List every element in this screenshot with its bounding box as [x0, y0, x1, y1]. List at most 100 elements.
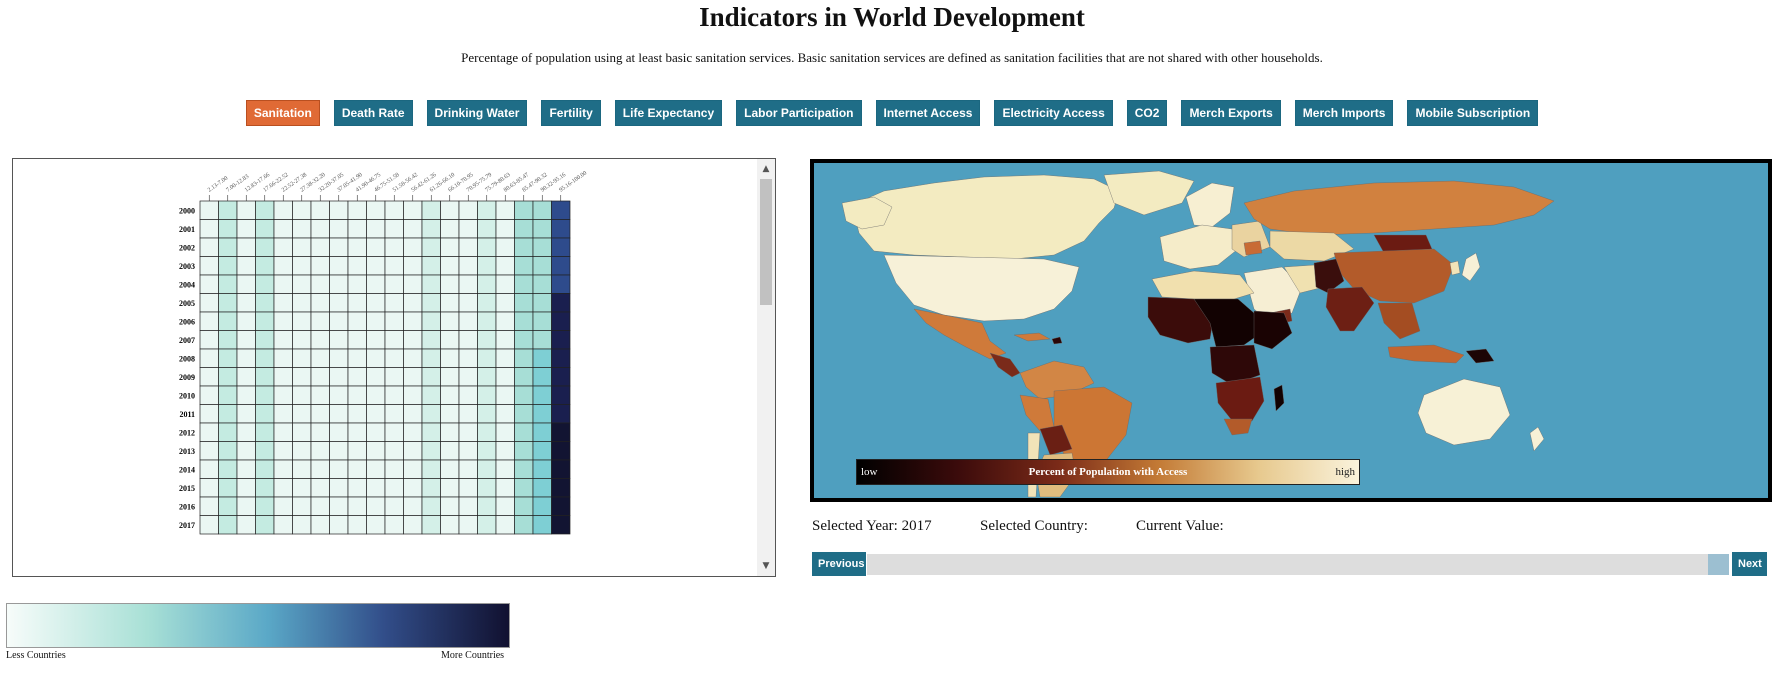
heatmap-cell[interactable]: [551, 404, 571, 424]
heatmap-cell[interactable]: [495, 330, 515, 350]
heatmap-cell[interactable]: [310, 330, 330, 350]
year-slider-thumb[interactable]: [1708, 554, 1729, 575]
heatmap-cell[interactable]: [199, 293, 219, 313]
heatmap-cell[interactable]: [440, 293, 460, 313]
heatmap-cell[interactable]: [495, 515, 515, 535]
heatmap-cell[interactable]: [329, 348, 349, 368]
map-country-haiti[interactable]: [1051, 336, 1063, 345]
map-country-japan[interactable]: [1461, 252, 1481, 282]
map-country-australia[interactable]: [1417, 378, 1511, 446]
heatmap-cell[interactable]: [199, 330, 219, 350]
heatmap-cell[interactable]: [403, 515, 423, 535]
heatmap-cell[interactable]: [236, 219, 256, 239]
map-country-south-africa[interactable]: [1223, 418, 1253, 436]
heatmap-cell[interactable]: [458, 348, 478, 368]
heatmap-cell[interactable]: [458, 367, 478, 387]
heatmap-cell[interactable]: [255, 367, 275, 387]
heatmap-cell[interactable]: [347, 348, 367, 368]
heatmap-cell[interactable]: [199, 311, 219, 331]
map-country-indonesia[interactable]: [1387, 344, 1465, 364]
heatmap-cell[interactable]: [366, 330, 386, 350]
heatmap-cell[interactable]: [551, 459, 571, 479]
heatmap-cell[interactable]: [551, 515, 571, 535]
heatmap-cell[interactable]: [292, 274, 312, 294]
heatmap-cell[interactable]: [440, 385, 460, 405]
heatmap-cell[interactable]: [440, 478, 460, 498]
heatmap-cell[interactable]: [255, 330, 275, 350]
heatmap-cell[interactable]: [477, 237, 497, 257]
heatmap-cell[interactable]: [532, 256, 552, 276]
map-country-north-africa[interactable]: [1151, 270, 1255, 300]
tab-fertility[interactable]: Fertility: [541, 100, 601, 126]
heatmap-cell[interactable]: [292, 496, 312, 516]
heatmap-cell[interactable]: [199, 367, 219, 387]
heatmap-cell[interactable]: [292, 237, 312, 257]
heatmap-cell[interactable]: [403, 348, 423, 368]
heatmap-cell[interactable]: [310, 385, 330, 405]
heatmap-cell[interactable]: [273, 330, 293, 350]
heatmap-cell[interactable]: [421, 219, 441, 239]
heatmap-cell[interactable]: [310, 200, 330, 220]
heatmap-cell[interactable]: [347, 422, 367, 442]
heatmap-cell[interactable]: [273, 496, 293, 516]
heatmap-cell[interactable]: [458, 237, 478, 257]
heatmap-cell[interactable]: [403, 441, 423, 461]
heatmap-cell[interactable]: [514, 237, 534, 257]
tab-electricity-access[interactable]: Electricity Access: [994, 100, 1113, 126]
heatmap-cell[interactable]: [310, 293, 330, 313]
heatmap-cell[interactable]: [199, 256, 219, 276]
heatmap-cell[interactable]: [495, 311, 515, 331]
heatmap-cell[interactable]: [514, 422, 534, 442]
heatmap-cell[interactable]: [366, 219, 386, 239]
heatmap-cell[interactable]: [199, 459, 219, 479]
heatmap-cell[interactable]: [440, 256, 460, 276]
heatmap-cell[interactable]: [310, 256, 330, 276]
heatmap-cell[interactable]: [514, 496, 534, 516]
heatmap-cell[interactable]: [495, 441, 515, 461]
heatmap-cell[interactable]: [477, 496, 497, 516]
heatmap-cell[interactable]: [421, 422, 441, 442]
heatmap-cell[interactable]: [366, 496, 386, 516]
heatmap-cell[interactable]: [458, 478, 478, 498]
heatmap-cell[interactable]: [384, 274, 404, 294]
heatmap-cell[interactable]: [551, 330, 571, 350]
map-country-scandinavia[interactable]: [1185, 182, 1235, 228]
heatmap-cell[interactable]: [310, 496, 330, 516]
heatmap-cell[interactable]: [329, 459, 349, 479]
heatmap-cell[interactable]: [384, 404, 404, 424]
heatmap-cell[interactable]: [218, 293, 238, 313]
heatmap-cell[interactable]: [514, 274, 534, 294]
heatmap-cell[interactable]: [255, 478, 275, 498]
heatmap-cell[interactable]: [532, 293, 552, 313]
heatmap-cell[interactable]: [403, 422, 423, 442]
heatmap-cell[interactable]: [514, 478, 534, 498]
heatmap-cell[interactable]: [477, 478, 497, 498]
heatmap-cell[interactable]: [384, 330, 404, 350]
heatmap-cell[interactable]: [514, 385, 534, 405]
heatmap-cell[interactable]: [384, 478, 404, 498]
heatmap-cell[interactable]: [273, 311, 293, 331]
heatmap-cell[interactable]: [551, 422, 571, 442]
heatmap-cell[interactable]: [218, 311, 238, 331]
heatmap-cell[interactable]: [310, 367, 330, 387]
heatmap-cell[interactable]: [366, 459, 386, 479]
map-country-east-africa[interactable]: [1253, 310, 1293, 350]
heatmap-cell[interactable]: [458, 311, 478, 331]
heatmap-cell[interactable]: [329, 293, 349, 313]
heatmap-cell[interactable]: [236, 404, 256, 424]
heatmap-cell[interactable]: [458, 496, 478, 516]
heatmap-cell[interactable]: [273, 367, 293, 387]
heatmap-cell[interactable]: [218, 441, 238, 461]
heatmap-cell[interactable]: [403, 219, 423, 239]
heatmap-cell[interactable]: [329, 385, 349, 405]
heatmap-cell[interactable]: [421, 293, 441, 313]
heatmap-cell[interactable]: [477, 311, 497, 331]
heatmap-cell[interactable]: [495, 348, 515, 368]
heatmap-cell[interactable]: [421, 330, 441, 350]
heatmap-cell[interactable]: [458, 330, 478, 350]
heatmap-cell[interactable]: [384, 293, 404, 313]
heatmap-cell[interactable]: [366, 237, 386, 257]
heatmap-cell[interactable]: [403, 478, 423, 498]
heatmap-cell[interactable]: [347, 219, 367, 239]
heatmap-cell[interactable]: [199, 274, 219, 294]
